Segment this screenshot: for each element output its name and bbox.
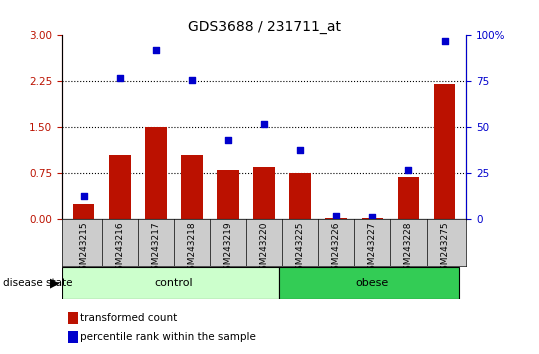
Text: GSM243216: GSM243216 [115,222,124,276]
Point [404,167,413,173]
Bar [217,170,239,219]
Bar [68,331,78,343]
Bar [289,173,311,219]
Text: GSM243227: GSM243227 [368,222,377,276]
Bar [434,85,455,219]
Text: GSM243217: GSM243217 [151,222,160,276]
FancyBboxPatch shape [62,267,279,299]
Bar [145,127,167,219]
Bar [326,218,347,219]
Bar [253,167,275,219]
Point [188,77,196,82]
Point [224,137,232,143]
Point [260,121,268,127]
Text: transformed count: transformed count [80,313,177,323]
Text: disease state: disease state [3,278,72,288]
Text: GSM243220: GSM243220 [260,222,268,276]
Bar [109,155,130,219]
Point [296,147,305,152]
Text: GSM243225: GSM243225 [296,222,305,276]
Point [115,75,124,81]
Text: GSM243215: GSM243215 [79,222,88,276]
Bar [362,218,383,219]
Title: GDS3688 / 231711_at: GDS3688 / 231711_at [188,21,341,34]
Bar [398,177,419,219]
Text: obese: obese [356,278,389,288]
Point [332,213,341,219]
Point [151,47,160,53]
Text: percentile rank within the sample: percentile rank within the sample [80,332,255,342]
Point [79,193,88,198]
Point [440,38,449,44]
Text: GSM243226: GSM243226 [332,222,341,276]
Bar [73,204,94,219]
FancyBboxPatch shape [279,267,459,299]
Bar [68,312,78,324]
Text: control: control [155,278,193,288]
Point [368,214,377,219]
Text: GSM243218: GSM243218 [188,222,196,276]
Text: GSM243275: GSM243275 [440,222,449,276]
Text: ▶: ▶ [50,277,59,290]
Text: GSM243228: GSM243228 [404,222,413,276]
Bar [181,155,203,219]
Text: GSM243219: GSM243219 [224,222,232,276]
